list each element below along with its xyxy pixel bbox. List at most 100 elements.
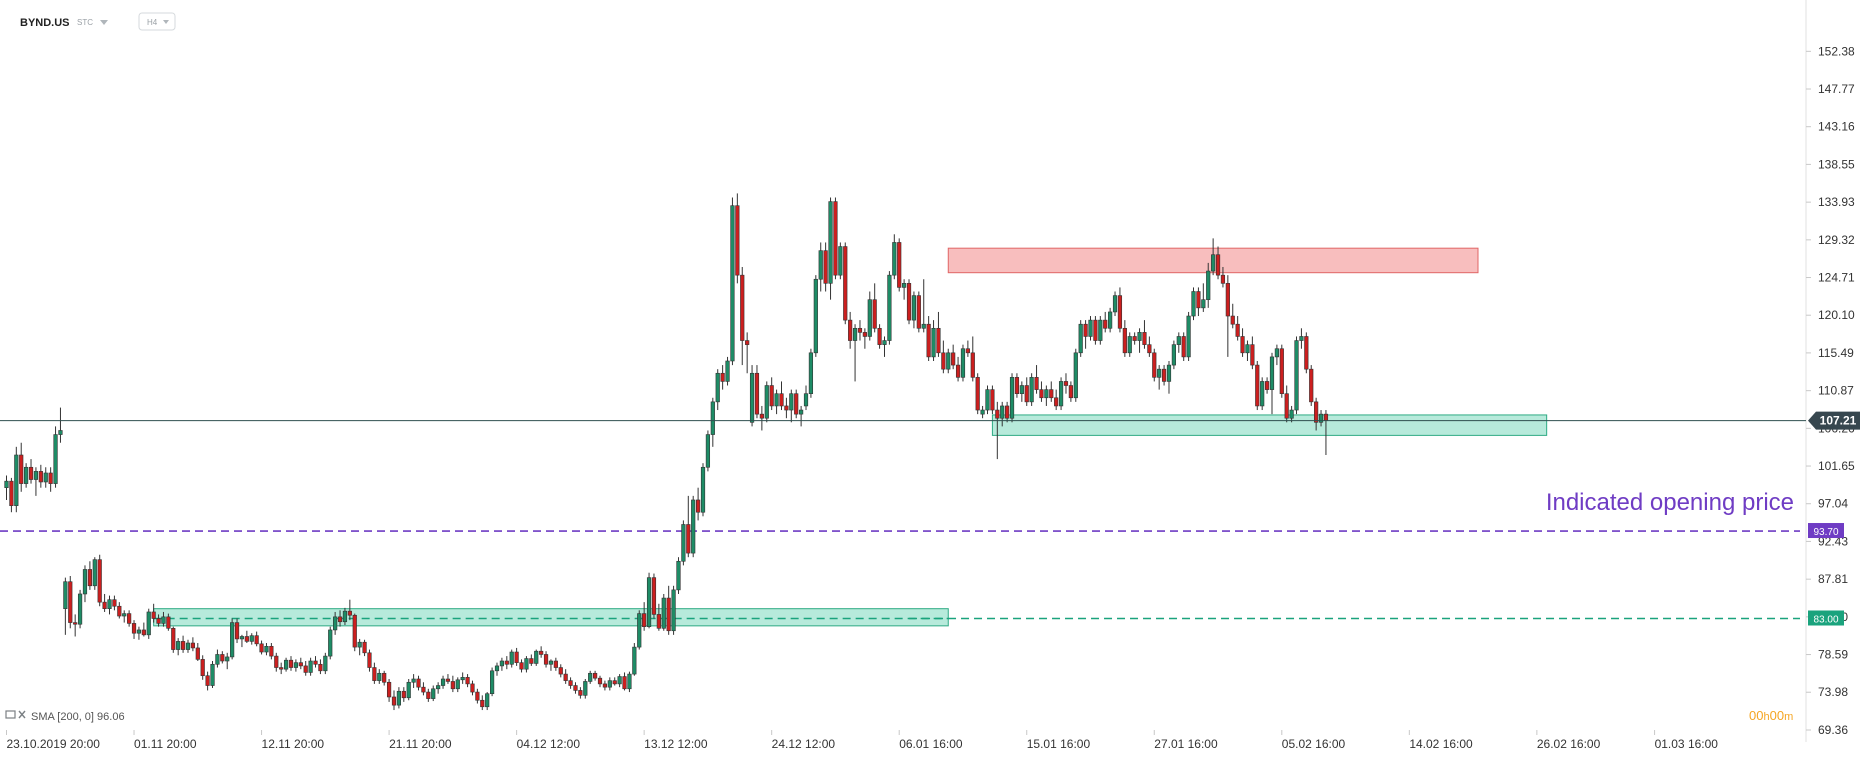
candle[interactable]: [514, 651, 519, 663]
candle[interactable]: [470, 683, 475, 693]
candle[interactable]: [759, 413, 764, 419]
candle[interactable]: [1068, 385, 1073, 399]
candle[interactable]: [117, 605, 122, 617]
candle[interactable]: [1112, 295, 1118, 313]
candle[interactable]: [887, 274, 892, 341]
candle[interactable]: [823, 250, 828, 284]
candle[interactable]: [578, 690, 583, 696]
candle[interactable]: [848, 319, 853, 341]
candle[interactable]: [1186, 315, 1191, 358]
candle[interactable]: [396, 690, 402, 706]
candle[interactable]: [754, 372, 760, 415]
candle[interactable]: [485, 693, 490, 708]
candle[interactable]: [401, 690, 406, 699]
candle[interactable]: [955, 364, 961, 378]
candle[interactable]: [176, 641, 181, 650]
candle[interactable]: [1098, 319, 1103, 341]
candle[interactable]: [92, 559, 97, 587]
candle[interactable]: [882, 340, 887, 345]
candle[interactable]: [1196, 291, 1201, 309]
candle[interactable]: [617, 676, 622, 685]
candle[interactable]: [426, 691, 431, 699]
candle[interactable]: [362, 641, 367, 654]
candle[interactable]: [1103, 319, 1108, 329]
candle[interactable]: [862, 332, 867, 337]
candle[interactable]: [200, 659, 205, 677]
candle[interactable]: [68, 581, 73, 623]
candle[interactable]: [264, 645, 269, 653]
candle[interactable]: [1000, 405, 1005, 419]
candle[interactable]: [676, 560, 681, 591]
candle[interactable]: [1005, 405, 1010, 419]
candle[interactable]: [1088, 319, 1093, 337]
candle[interactable]: [333, 616, 338, 631]
candle[interactable]: [234, 622, 240, 640]
candle[interactable]: [656, 614, 661, 629]
candle[interactable]: [539, 650, 544, 655]
candle[interactable]: [1201, 299, 1206, 309]
candle[interactable]: [1161, 368, 1167, 382]
candle[interactable]: [803, 393, 809, 407]
candle[interactable]: [269, 645, 274, 657]
candle[interactable]: [185, 642, 191, 650]
candle[interactable]: [239, 636, 245, 640]
candle[interactable]: [465, 677, 470, 685]
candle[interactable]: [519, 662, 524, 670]
candle[interactable]: [622, 676, 627, 690]
candle[interactable]: [1127, 336, 1132, 354]
candle[interactable]: [980, 409, 985, 415]
candle[interactable]: [1093, 319, 1098, 341]
candle[interactable]: [1215, 254, 1221, 276]
candle[interactable]: [77, 593, 83, 625]
candle[interactable]: [195, 647, 200, 660]
candle[interactable]: [749, 372, 755, 423]
candle[interactable]: [529, 658, 534, 664]
candle[interactable]: [63, 581, 68, 609]
candle[interactable]: [960, 348, 966, 378]
candle[interactable]: [921, 323, 926, 329]
candle[interactable]: [313, 660, 318, 665]
candle[interactable]: [995, 409, 1000, 419]
candle[interactable]: [230, 622, 235, 658]
candle[interactable]: [406, 681, 411, 699]
candle[interactable]: [1299, 336, 1304, 341]
candle[interactable]: [171, 628, 176, 650]
candle[interactable]: [210, 663, 215, 686]
candle[interactable]: [82, 569, 88, 595]
candle[interactable]: [391, 696, 397, 706]
candle[interactable]: [161, 616, 166, 624]
candle[interactable]: [475, 691, 480, 701]
candle[interactable]: [293, 662, 298, 668]
candle[interactable]: [372, 667, 377, 681]
candle[interactable]: [112, 599, 117, 607]
candle[interactable]: [342, 610, 348, 623]
candle[interactable]: [1294, 340, 1299, 411]
candle[interactable]: [308, 660, 313, 673]
candle[interactable]: [946, 352, 951, 370]
candle[interactable]: [386, 681, 392, 698]
candle[interactable]: [911, 295, 917, 321]
candle[interactable]: [450, 681, 455, 690]
candle[interactable]: [337, 616, 343, 623]
candle[interactable]: [568, 680, 573, 686]
candle[interactable]: [553, 660, 558, 668]
candle[interactable]: [666, 597, 671, 632]
candle[interactable]: [642, 613, 647, 627]
candle[interactable]: [558, 667, 563, 675]
candle[interactable]: [583, 681, 588, 696]
candle[interactable]: [1220, 274, 1226, 284]
candle[interactable]: [38, 471, 43, 483]
candle[interactable]: [975, 377, 980, 411]
candle[interactable]: [1171, 344, 1176, 366]
candle[interactable]: [28, 466, 34, 480]
candle[interactable]: [1245, 344, 1250, 354]
candle[interactable]: [818, 250, 823, 280]
candle[interactable]: [1034, 377, 1039, 390]
candle[interactable]: [97, 559, 102, 603]
candle[interactable]: [1117, 295, 1123, 329]
candle[interactable]: [1152, 352, 1157, 378]
candle[interactable]: [1240, 336, 1245, 354]
candle[interactable]: [931, 327, 936, 358]
candle[interactable]: [122, 613, 127, 617]
candle[interactable]: [774, 393, 779, 407]
